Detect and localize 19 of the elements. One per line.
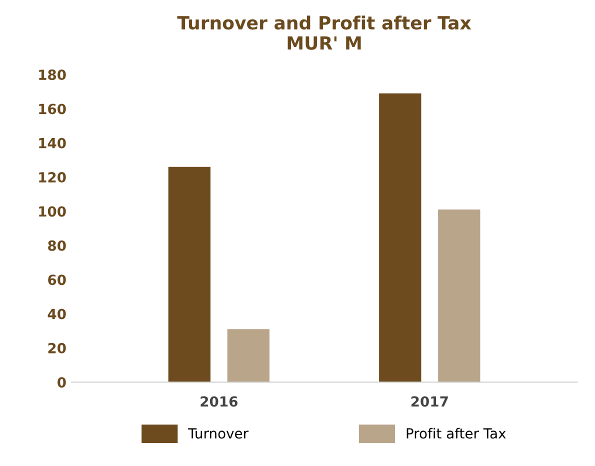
y-tick-label: 100 [39,206,66,217]
y-tick-label: 80 [48,240,66,251]
y-tick-label: 180 [39,70,66,80]
y-tick-label: 0 [58,377,66,388]
y-tick-label: 20 [48,342,66,354]
y-tick-label: 60 [48,274,66,286]
x-tick-label: 2016 [200,396,238,407]
bar [227,329,270,382]
chart-title: Turnover and Profit after Tax MUR' M [177,16,472,50]
bar [438,210,480,382]
x-tick-label: 2017 [411,396,448,407]
legend-label: Turnover [188,428,249,439]
y-tick-label: 160 [39,104,66,114]
y-tick-label: 140 [39,138,66,148]
bar [168,166,210,382]
legend-label: Profit after Tax [406,428,506,439]
y-tick-label: 120 [39,172,66,183]
y-tick-label: 40 [48,308,66,320]
bar [379,93,422,382]
